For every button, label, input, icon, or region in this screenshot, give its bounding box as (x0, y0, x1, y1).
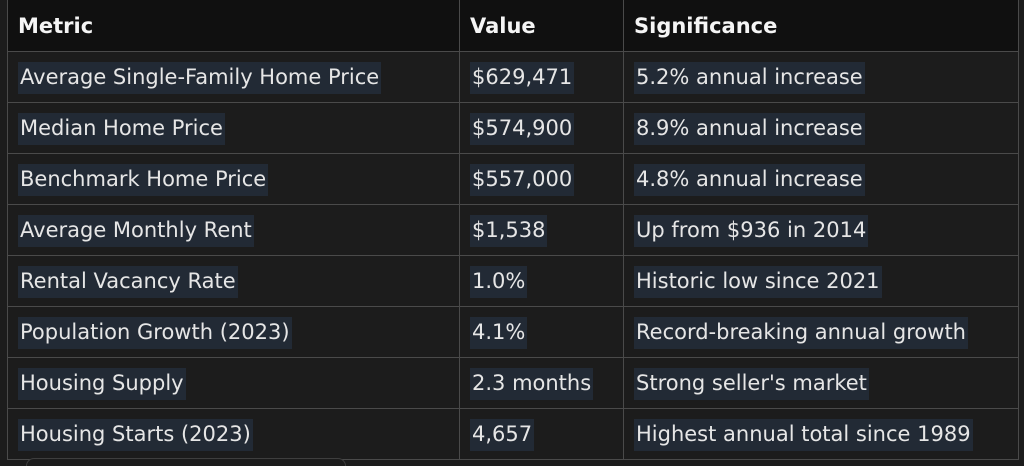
cell-text: Highest annual total since 1989 (634, 419, 973, 451)
table-row: Population Growth (2023) 4.1% Record-bre… (7, 306, 1019, 358)
cell-significance: 8.9% annual increase (623, 102, 1019, 154)
cell-metric: Population Growth (2023) (7, 306, 460, 358)
table-header-row: Metric Value Significance (7, 0, 1019, 52)
cell-text: 4.8% annual increase (634, 164, 865, 196)
cell-value: 2.3 months (459, 357, 624, 409)
cell-text: 2.3 months (470, 368, 594, 400)
cell-value: 4,657 (459, 408, 624, 460)
cell-value: $557,000 (459, 153, 624, 205)
cell-text: 4.1% (470, 317, 528, 349)
cell-significance: Historic low since 2021 (623, 255, 1019, 307)
cell-value: $574,900 (459, 102, 624, 154)
table-row: Housing Starts (2023) 4,657 Highest annu… (7, 408, 1019, 460)
cell-text: $557,000 (470, 164, 575, 196)
column-header-value: Value (459, 0, 624, 52)
cell-metric: Housing Starts (2023) (7, 408, 460, 460)
cell-significance: 4.8% annual increase (623, 153, 1019, 205)
cell-metric: Housing Supply (7, 357, 460, 409)
cell-text: Benchmark Home Price (18, 164, 269, 196)
cell-metric: Average Monthly Rent (7, 204, 460, 256)
cell-text: Median Home Price (18, 113, 225, 145)
cell-text: 5.2% annual increase (634, 62, 865, 94)
column-header-metric: Metric (7, 0, 460, 52)
cell-metric: Median Home Price (7, 102, 460, 154)
cell-text: $629,471 (470, 62, 575, 94)
cell-significance: 5.2% annual increase (623, 51, 1019, 103)
cell-text: Population Growth (2023) (18, 317, 292, 349)
cell-value: $1,538 (459, 204, 624, 256)
cell-text: 4,657 (470, 419, 535, 451)
table-row: Housing Supply 2.3 months Strong seller'… (7, 357, 1019, 409)
cell-value: 4.1% (459, 306, 624, 358)
cell-text: 8.9% annual increase (634, 113, 865, 145)
cell-metric: Benchmark Home Price (7, 153, 460, 205)
cell-significance: Strong seller's market (623, 357, 1019, 409)
cell-significance: Record-breaking annual growth (623, 306, 1019, 358)
cell-significance: Up from $936 in 2014 (623, 204, 1019, 256)
cell-text: Strong seller's market (634, 368, 869, 400)
cell-text: Housing Supply (18, 368, 186, 400)
cell-metric: Average Single-Family Home Price (7, 51, 460, 103)
cell-text: Historic low since 2021 (634, 266, 882, 298)
cell-value: $629,471 (459, 51, 624, 103)
table-row: Benchmark Home Price $557,000 4.8% annua… (7, 153, 1019, 205)
cell-text: Housing Starts (2023) (18, 419, 253, 451)
column-header-significance: Significance (623, 0, 1019, 52)
table-row: Average Single-Family Home Price $629,47… (7, 51, 1019, 103)
cell-value: 1.0% (459, 255, 624, 307)
cell-text: $574,900 (470, 113, 575, 145)
table-row: Average Monthly Rent $1,538 Up from $936… (7, 204, 1019, 256)
table-row: Rental Vacancy Rate 1.0% Historic low si… (7, 255, 1019, 307)
data-table: Metric Value Significance Average Single… (7, 0, 1019, 460)
table-row: Median Home Price $574,900 8.9% annual i… (7, 102, 1019, 154)
horizontal-scrollbar[interactable] (26, 458, 346, 466)
cell-text: Up from $936 in 2014 (634, 215, 869, 247)
cell-significance: Highest annual total since 1989 (623, 408, 1019, 460)
cell-text: $1,538 (470, 215, 548, 247)
cell-text: Record-breaking annual growth (634, 317, 968, 349)
cell-metric: Rental Vacancy Rate (7, 255, 460, 307)
cell-text: Rental Vacancy Rate (18, 266, 238, 298)
cell-text: Average Monthly Rent (18, 215, 254, 247)
cell-text: 1.0% (470, 266, 528, 298)
cell-text: Average Single-Family Home Price (18, 62, 382, 94)
